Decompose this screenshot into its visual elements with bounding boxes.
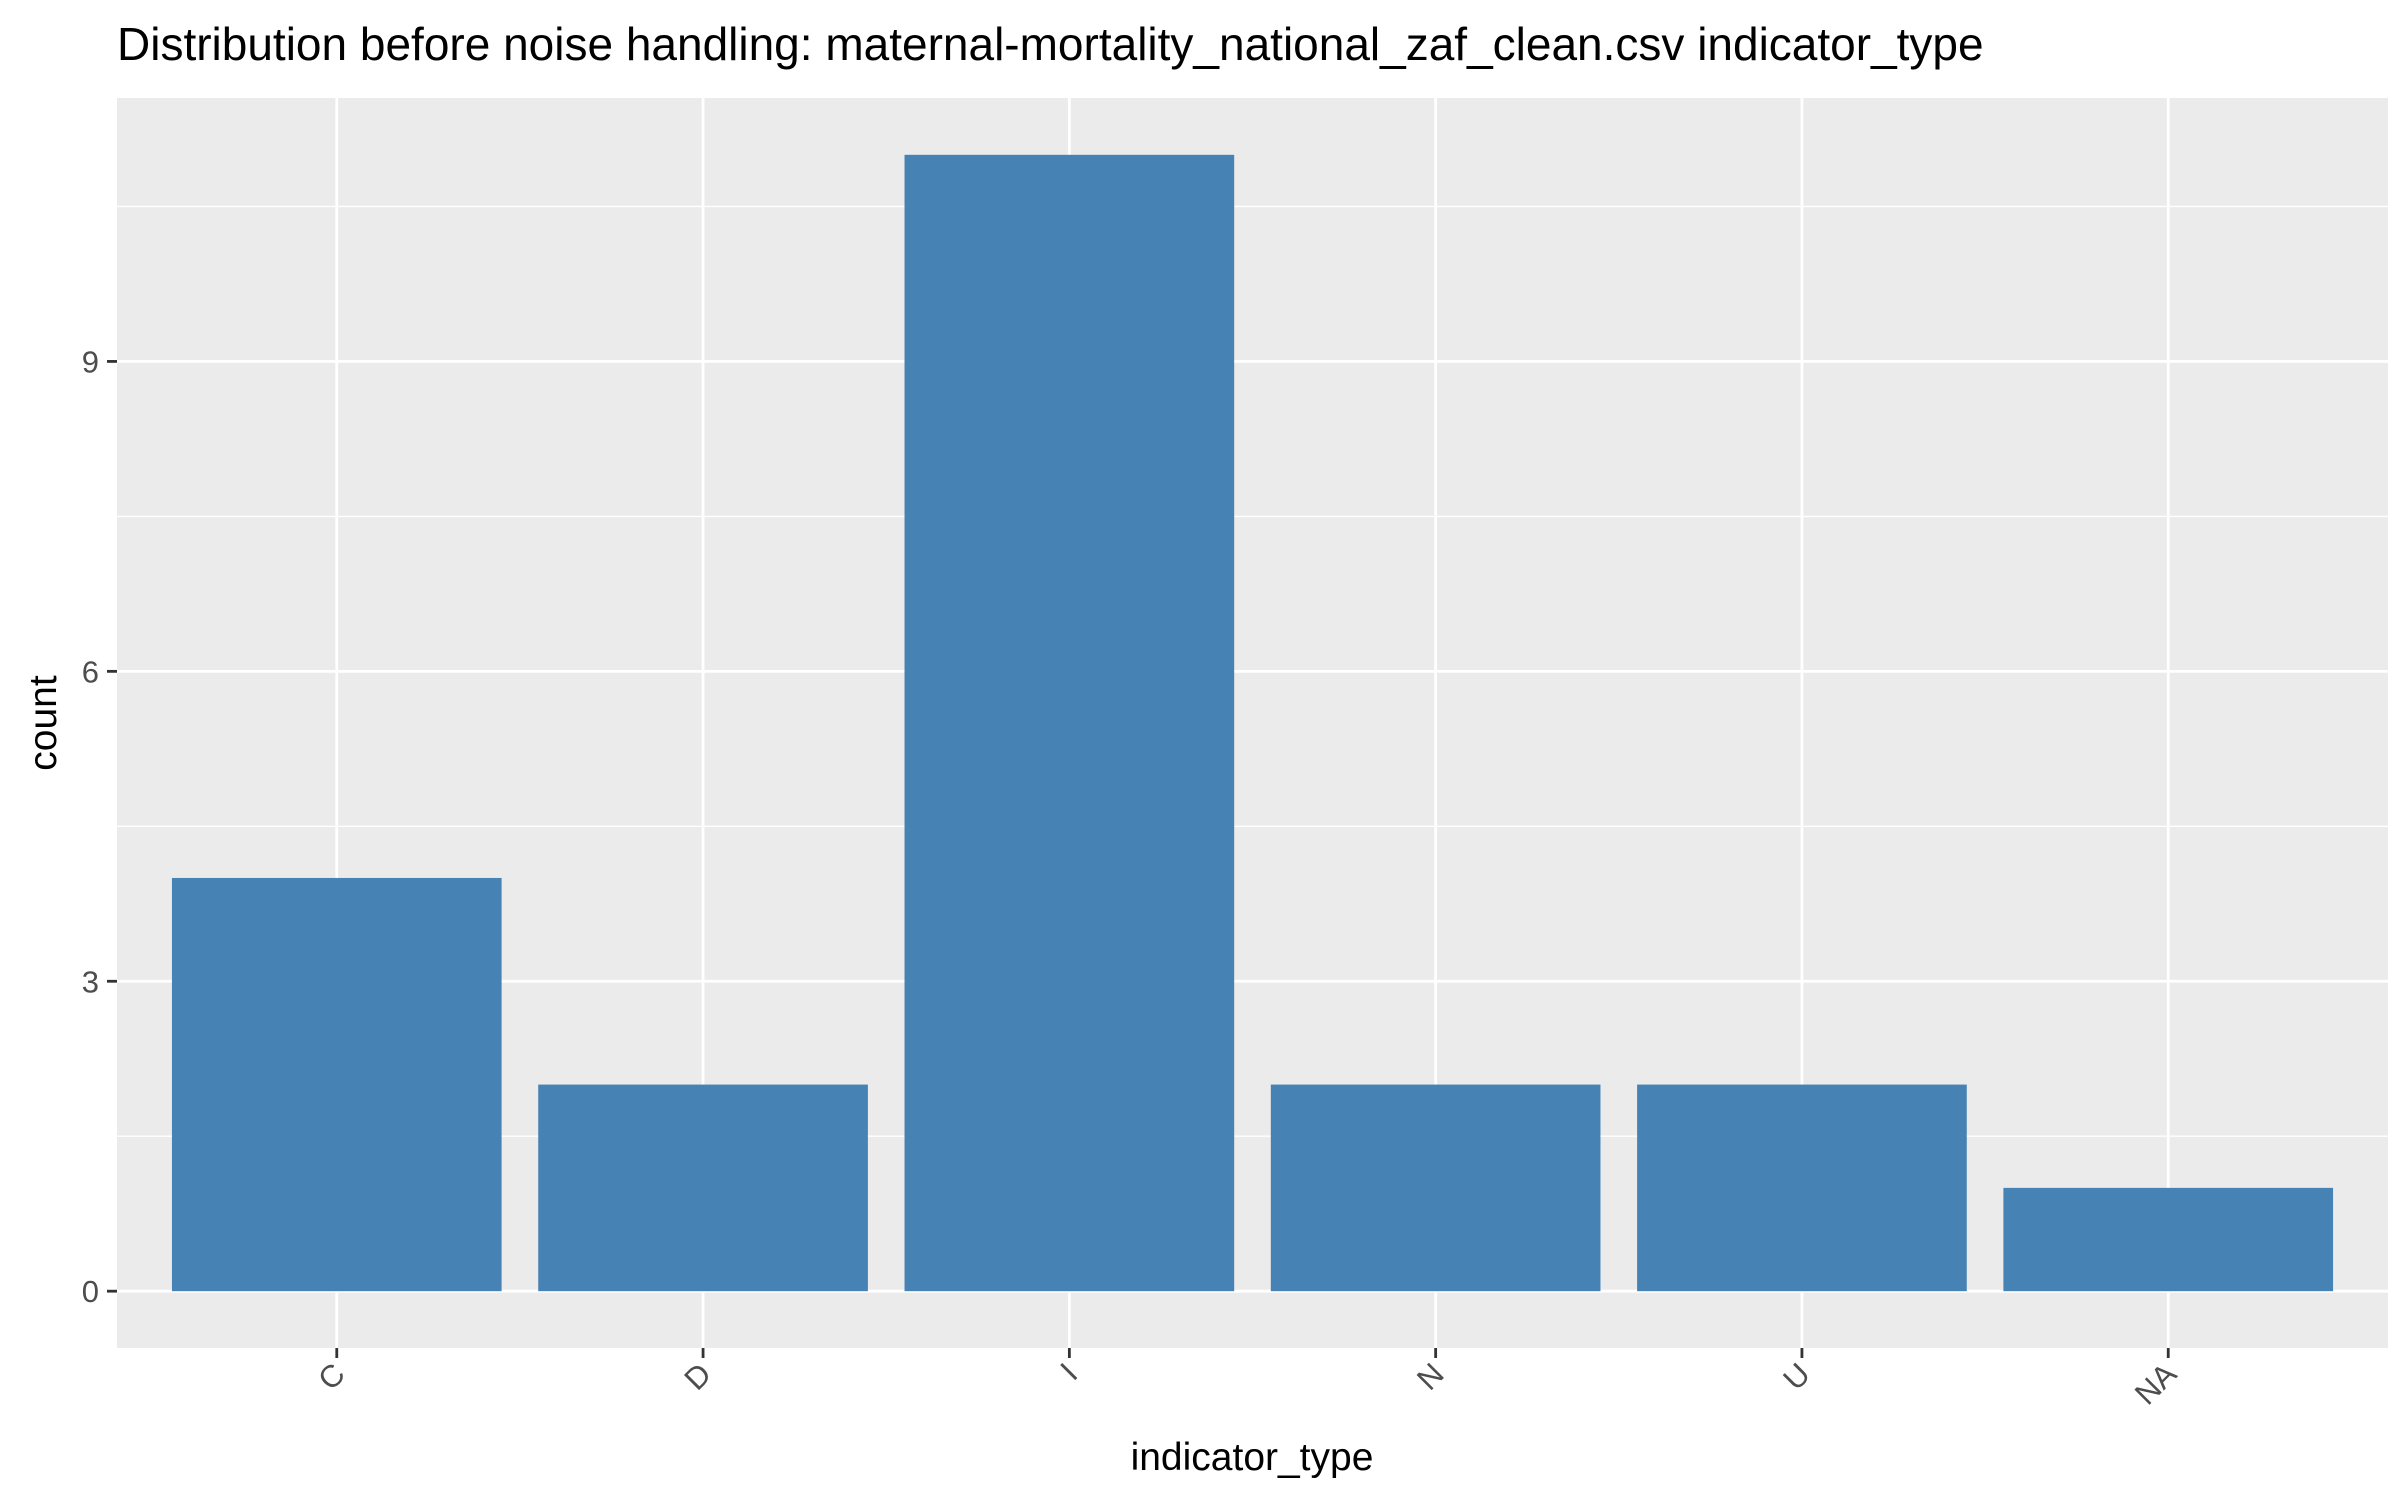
y-tick-label: 6 [82,654,99,689]
x-axis: C D I N U NA [311,1348,2183,1411]
bar-i [904,154,1235,1292]
bars [171,154,2334,1292]
x-axis-title: indicator_type [1131,1436,1374,1479]
y-axis-title: count [22,675,65,771]
bar-d [538,1084,868,1292]
x-tick-label: NA [2128,1356,2183,1411]
y-axis: 0 3 6 9 [82,344,117,1309]
x-tick-label: U [1776,1356,1817,1397]
x-tick-label: D [677,1356,718,1397]
x-tick-label: C [311,1356,352,1397]
y-tick-label: 3 [82,964,99,999]
bar-n [1270,1084,1601,1292]
chart-title: Distribution before noise handling: mate… [117,18,1984,70]
y-tick-label: 0 [82,1274,99,1309]
x-tick-label: I [1053,1356,1084,1387]
y-tick-label: 9 [82,344,99,379]
bar-c [171,877,502,1292]
bar-u [1637,1084,1967,1292]
bar-na [2003,1187,2334,1292]
x-tick-label: N [1410,1356,1451,1397]
